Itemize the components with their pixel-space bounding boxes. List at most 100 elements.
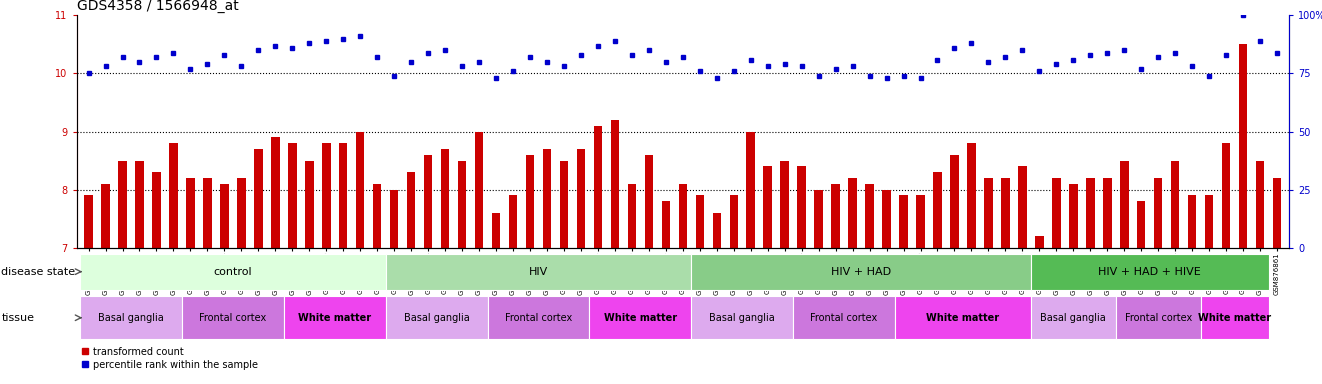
Text: White matter: White matter [299, 313, 371, 323]
Text: Frontal cortex: Frontal cortex [1125, 313, 1192, 323]
Bar [373, 184, 382, 248]
Bar [475, 131, 484, 248]
Bar [1031, 253, 1269, 290]
Bar [169, 143, 177, 248]
Bar [288, 143, 296, 248]
Bar [1052, 178, 1060, 248]
Bar [271, 137, 279, 248]
Bar [237, 178, 246, 248]
Bar [882, 190, 891, 248]
Bar [488, 296, 590, 339]
Bar [1001, 178, 1010, 248]
Bar [1222, 143, 1231, 248]
Bar [81, 296, 182, 339]
Bar [780, 161, 789, 248]
Text: control: control [214, 266, 253, 277]
Text: Frontal cortex: Frontal cortex [810, 313, 878, 323]
Bar [543, 149, 551, 248]
Text: HIV + HAD: HIV + HAD [832, 266, 891, 277]
Bar [1256, 161, 1264, 248]
Bar [356, 131, 365, 248]
Bar [152, 172, 161, 248]
Bar [645, 155, 653, 248]
Bar [254, 149, 263, 248]
Bar [916, 195, 925, 248]
Bar [713, 213, 720, 248]
Bar [1200, 296, 1269, 339]
Bar [984, 178, 993, 248]
Bar [1137, 201, 1145, 248]
Text: HIV: HIV [529, 266, 549, 277]
Bar [691, 253, 1031, 290]
Bar [221, 184, 229, 248]
Bar [968, 143, 976, 248]
Bar [118, 161, 127, 248]
Bar [323, 143, 330, 248]
Bar [390, 190, 398, 248]
Bar [135, 161, 144, 248]
Bar [182, 296, 284, 339]
Text: Frontal cortex: Frontal cortex [505, 313, 572, 323]
Text: Basal ganglia: Basal ganglia [403, 313, 469, 323]
Bar [305, 161, 313, 248]
Bar [204, 178, 212, 248]
Bar [730, 195, 738, 248]
Bar [1116, 296, 1200, 339]
Text: GDS4358 / 1566948_at: GDS4358 / 1566948_at [77, 0, 238, 13]
Bar [797, 166, 806, 248]
Bar [576, 149, 586, 248]
Bar [1035, 236, 1043, 248]
Bar [1154, 178, 1162, 248]
Bar [102, 184, 110, 248]
Bar [457, 161, 467, 248]
Bar [1031, 296, 1116, 339]
Bar [695, 195, 705, 248]
Bar [1204, 195, 1214, 248]
Bar [611, 120, 619, 248]
Bar [186, 178, 194, 248]
Bar [509, 195, 517, 248]
Bar [1239, 45, 1248, 248]
Bar [691, 296, 793, 339]
Bar [386, 253, 691, 290]
Bar [895, 296, 1031, 339]
Bar [628, 184, 636, 248]
Bar [1120, 161, 1129, 248]
Bar [747, 131, 755, 248]
Bar [866, 184, 874, 248]
Bar [1171, 161, 1179, 248]
Bar [933, 172, 941, 248]
Bar [1087, 178, 1095, 248]
Bar [951, 155, 958, 248]
Text: Basal ganglia: Basal ganglia [1040, 313, 1107, 323]
Bar [559, 161, 568, 248]
Text: Frontal cortex: Frontal cortex [200, 313, 267, 323]
Text: Basal ganglia: Basal ganglia [98, 313, 164, 323]
Bar [492, 213, 500, 248]
Bar [284, 296, 386, 339]
Text: tissue: tissue [1, 313, 34, 323]
Bar [407, 172, 415, 248]
Bar [832, 184, 839, 248]
Bar [814, 190, 822, 248]
Bar [526, 155, 534, 248]
Bar [1273, 178, 1281, 248]
Legend: transformed count, percentile rank within the sample: transformed count, percentile rank withi… [82, 347, 258, 369]
Bar [81, 253, 386, 290]
Bar [849, 178, 857, 248]
Bar [793, 296, 895, 339]
Bar [1103, 178, 1112, 248]
Bar [764, 166, 772, 248]
Text: Basal ganglia: Basal ganglia [710, 313, 775, 323]
Bar [440, 149, 449, 248]
Bar [678, 184, 687, 248]
Bar [899, 195, 908, 248]
Bar [594, 126, 602, 248]
Text: HIV + HAD + HIVE: HIV + HAD + HIVE [1099, 266, 1202, 277]
Bar [85, 195, 93, 248]
Bar [1018, 166, 1027, 248]
Bar [661, 201, 670, 248]
Text: White matter: White matter [927, 313, 999, 323]
Bar [1069, 184, 1077, 248]
Bar [386, 296, 488, 339]
